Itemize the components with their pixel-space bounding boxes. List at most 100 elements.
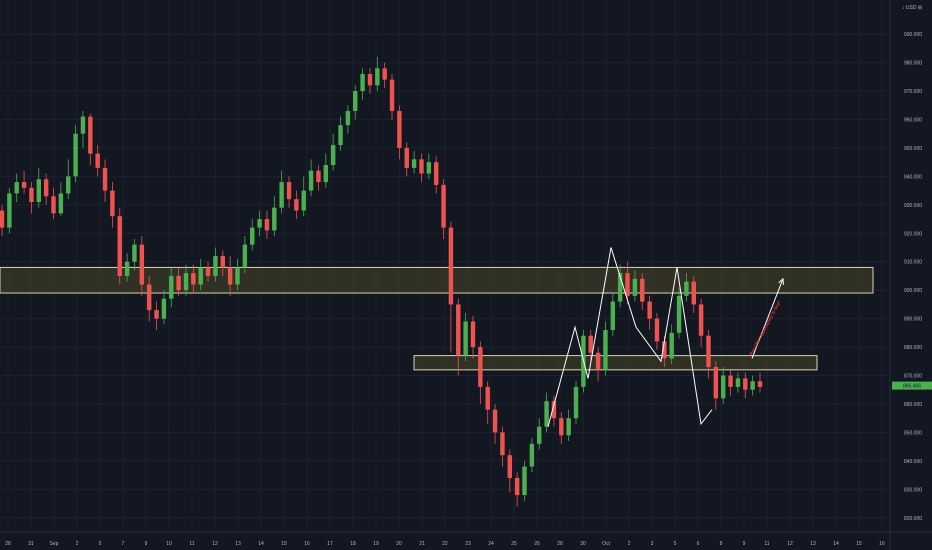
candle xyxy=(735,372,741,393)
candle-body xyxy=(478,347,483,387)
candle-body xyxy=(507,455,512,478)
candle-body xyxy=(294,199,299,211)
x-tick-label: 22 xyxy=(442,541,448,547)
candle xyxy=(272,196,277,237)
candle-body xyxy=(51,196,56,214)
x-tick-label: 6 xyxy=(697,541,700,547)
candle xyxy=(139,236,145,296)
candle-body xyxy=(338,125,343,146)
x-tick-label: 3 xyxy=(651,541,654,547)
candle-body xyxy=(389,79,395,111)
support-zone-2[interactable] xyxy=(413,355,818,371)
candle xyxy=(183,264,189,296)
x-tick-label: 19 xyxy=(373,541,379,547)
candle xyxy=(7,187,12,234)
candle xyxy=(308,159,314,197)
time-axis[interactable]: 28 31 Sep 2 5 7 9 10 11 12 13 14 15 16 17 18 19 20 21 22 23 2… xyxy=(0,531,932,547)
candle xyxy=(720,366,726,404)
candle xyxy=(338,116,343,151)
candle xyxy=(169,267,174,308)
candle xyxy=(14,173,19,202)
candle xyxy=(507,449,512,493)
candle-body xyxy=(95,153,100,168)
candle-body xyxy=(720,375,726,399)
x-tick-label: 24 xyxy=(488,541,494,547)
zigzag-pattern-line[interactable] xyxy=(547,247,713,427)
candle-body xyxy=(743,378,748,390)
candle-body xyxy=(58,193,64,214)
candle xyxy=(66,159,71,200)
candle xyxy=(316,165,321,191)
candle xyxy=(51,187,56,220)
x-tick-label: 11 xyxy=(189,541,194,547)
candle-body xyxy=(176,275,181,291)
x-tick-label: 17 xyxy=(327,541,333,547)
candle xyxy=(566,409,571,441)
candle xyxy=(610,293,616,336)
candle-body xyxy=(161,298,167,319)
candle-body xyxy=(463,321,468,356)
candle-body xyxy=(735,378,741,387)
candle-body xyxy=(154,310,159,319)
candle-body xyxy=(213,256,218,276)
last-price-tag: 866.466 xyxy=(892,381,932,390)
candle xyxy=(529,438,535,473)
candle xyxy=(559,412,564,444)
candle xyxy=(124,253,130,282)
candle xyxy=(448,221,454,353)
candle-body xyxy=(573,386,579,419)
candle-body xyxy=(728,375,733,387)
candle-body xyxy=(647,301,652,319)
x-tick-label: 13 xyxy=(810,541,816,547)
x-tick-label: Sep xyxy=(50,541,59,547)
projection-arrow-line[interactable] xyxy=(751,278,784,359)
candle xyxy=(43,173,49,205)
candle xyxy=(551,395,557,427)
candle-body xyxy=(426,162,432,174)
candle xyxy=(433,156,439,194)
candle xyxy=(537,418,542,450)
candle xyxy=(102,159,108,202)
candle-body xyxy=(500,432,505,456)
candle xyxy=(154,301,159,331)
y-tick-label: 860.000 xyxy=(904,402,922,408)
grid-lines xyxy=(0,0,890,532)
candle-body xyxy=(220,256,225,268)
candle xyxy=(426,153,432,180)
support-resistance-zones[interactable] xyxy=(0,266,874,371)
candle-body xyxy=(456,304,461,356)
currency-unit-label[interactable]: ↕ USD ⊞ xyxy=(902,5,922,11)
candle-body xyxy=(183,273,189,291)
candle xyxy=(117,207,122,285)
y-tick-label: 890.000 xyxy=(904,317,922,323)
candle-body xyxy=(110,190,115,217)
candle xyxy=(213,247,218,282)
candle xyxy=(456,298,461,376)
candle-body xyxy=(625,273,630,296)
y-tick-label: 980.000 xyxy=(904,61,922,67)
candle-body xyxy=(662,341,667,359)
support-zone-1[interactable] xyxy=(0,266,874,294)
candle-body xyxy=(308,170,314,191)
candle xyxy=(95,145,100,177)
candle-body xyxy=(316,170,321,183)
candle xyxy=(514,472,520,507)
candle xyxy=(345,105,351,134)
candle xyxy=(640,273,645,311)
candle xyxy=(264,210,270,239)
candle-body xyxy=(14,182,19,194)
x-tick-label: 28 xyxy=(5,541,11,547)
candle-body xyxy=(566,418,571,436)
candle-body xyxy=(698,304,704,336)
candle-body xyxy=(139,244,145,285)
candle-body xyxy=(242,244,248,268)
candle-body xyxy=(272,207,277,231)
candle xyxy=(375,56,380,92)
price-axis[interactable]: 990.000 980.000 970.000 960.000 950.000 940.0… xyxy=(889,0,922,550)
candle xyxy=(301,176,306,217)
candle-body xyxy=(124,261,130,276)
candle xyxy=(691,275,696,313)
candle xyxy=(573,381,579,424)
candle-body xyxy=(514,477,520,496)
